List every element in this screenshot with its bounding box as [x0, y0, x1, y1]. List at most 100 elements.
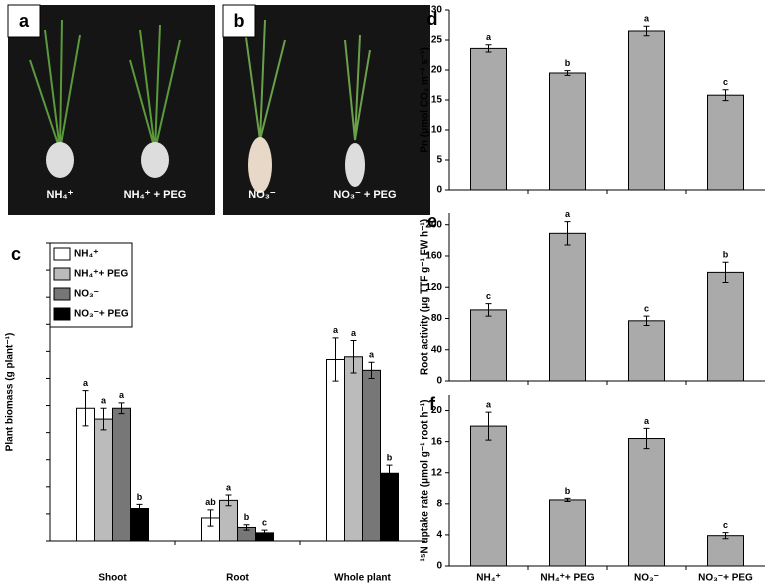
error-bar — [722, 261, 729, 284]
y-tick-label: 40 — [431, 344, 443, 355]
bar — [470, 47, 507, 191]
bar — [470, 309, 507, 382]
error-bar — [82, 390, 89, 427]
photo-caption: NO₃⁻ — [248, 189, 276, 201]
bar — [219, 499, 238, 542]
bar — [344, 356, 363, 542]
bar — [326, 358, 345, 542]
significance-letter: b — [565, 486, 571, 496]
panel-label: e — [427, 211, 437, 231]
error-bar — [485, 411, 492, 441]
bar — [549, 232, 586, 382]
legend-label: NH₄⁺ — [74, 249, 99, 260]
error-bar — [485, 44, 492, 53]
panel-label: b — [234, 11, 245, 31]
x-tick-label: NH₄⁺+ PEG — [540, 573, 594, 584]
y-tick-label: 200 — [425, 219, 442, 230]
significance-letter: a — [333, 325, 339, 335]
panel-label: d — [427, 9, 438, 29]
y-tick-label: 0 — [436, 376, 442, 387]
error-bar — [564, 497, 571, 502]
significance-letter: a — [226, 482, 232, 492]
panel-label: f — [429, 394, 436, 414]
legend-swatch — [53, 287, 71, 301]
bar — [628, 320, 665, 382]
significance-letter: a — [101, 396, 107, 406]
significance-letter: a — [351, 328, 357, 338]
significance-letter: a — [119, 390, 125, 400]
x-tick-label: NO₃⁻ — [634, 573, 659, 584]
y-tick-label: 160 — [425, 251, 442, 262]
significance-letter: a — [83, 378, 89, 388]
legend-swatch — [53, 267, 71, 281]
y-tick-label: 12 — [431, 467, 443, 478]
y-tick-label: 15 — [431, 95, 443, 106]
error-bar — [643, 315, 650, 327]
bar — [707, 94, 744, 191]
bar — [470, 425, 507, 567]
y-axis-label: Plant biomass (g plant⁻¹) — [5, 333, 16, 452]
legend-label: NH₄⁺+ PEG — [74, 269, 128, 280]
y-tick-label: 16 — [431, 436, 443, 447]
significance-letter: a — [369, 350, 375, 360]
error-bar — [564, 70, 571, 76]
legend-label: NO₃⁻+ PEG — [74, 309, 129, 320]
error-bar — [225, 494, 232, 507]
significance-letter: c — [486, 291, 491, 301]
significance-letter: b — [723, 250, 729, 260]
y-tick-label: 5 — [436, 155, 442, 166]
y-tick-label: 120 — [425, 282, 442, 293]
significance-letter: a — [644, 416, 650, 426]
error-bar — [207, 509, 214, 527]
y-tick-label: 25 — [431, 35, 443, 46]
error-bar — [386, 464, 393, 482]
x-tick-label: NO₃⁻+ PEG — [698, 573, 753, 584]
bar — [549, 72, 586, 191]
bar — [130, 507, 149, 542]
significance-letter: c — [723, 520, 728, 530]
significance-letter: b — [137, 492, 143, 502]
bar — [628, 438, 665, 567]
legend-swatch — [53, 307, 71, 321]
photo-caption: NH₄⁺ + PEG — [124, 189, 187, 201]
significance-letter: a — [565, 209, 571, 219]
bar — [707, 271, 744, 382]
bar — [380, 472, 399, 542]
y-tick-label: 20 — [431, 65, 443, 76]
x-tick-label: Shoot — [98, 573, 127, 584]
error-bar — [332, 337, 339, 382]
y-axis-label: Root activity (μg TTF g⁻¹ FW h⁻¹) — [420, 219, 431, 375]
bar — [628, 30, 665, 191]
y-tick-label: 0 — [436, 185, 442, 196]
x-tick-label: Root — [226, 573, 249, 584]
bar — [707, 535, 744, 567]
y-axis-label: ¹⁵N uptake rate (μmol g⁻¹ root h⁻¹) — [420, 400, 431, 562]
error-bar — [564, 221, 571, 246]
significance-letter: c — [262, 518, 267, 528]
bar — [76, 407, 95, 542]
y-axis-label: Pn (μmol CO₂ m⁻² s⁻¹) — [420, 47, 431, 153]
significance-letter: b — [244, 512, 250, 522]
photo-caption: NO₃⁻ + PEG — [333, 189, 396, 201]
error-bar — [722, 89, 729, 102]
error-bar — [368, 361, 375, 379]
significance-letter: ab — [205, 497, 216, 507]
error-bar — [261, 529, 268, 537]
y-tick-label: 80 — [431, 313, 443, 324]
error-bar — [485, 303, 492, 317]
y-tick-label: 4 — [436, 530, 442, 541]
bar — [112, 407, 131, 542]
significance-letter: a — [486, 399, 492, 409]
error-bar — [722, 532, 729, 540]
y-tick-label: 20 — [431, 405, 443, 416]
photo-caption: NH₄⁺ — [47, 189, 74, 201]
significance-letter: a — [644, 14, 650, 24]
bar — [94, 418, 113, 542]
y-tick-label: 30 — [431, 5, 443, 16]
error-bar — [118, 402, 125, 415]
y-tick-label: 10 — [431, 125, 443, 136]
significance-letter: a — [486, 32, 492, 42]
error-bar — [136, 503, 143, 514]
panel-label: c — [11, 244, 21, 264]
